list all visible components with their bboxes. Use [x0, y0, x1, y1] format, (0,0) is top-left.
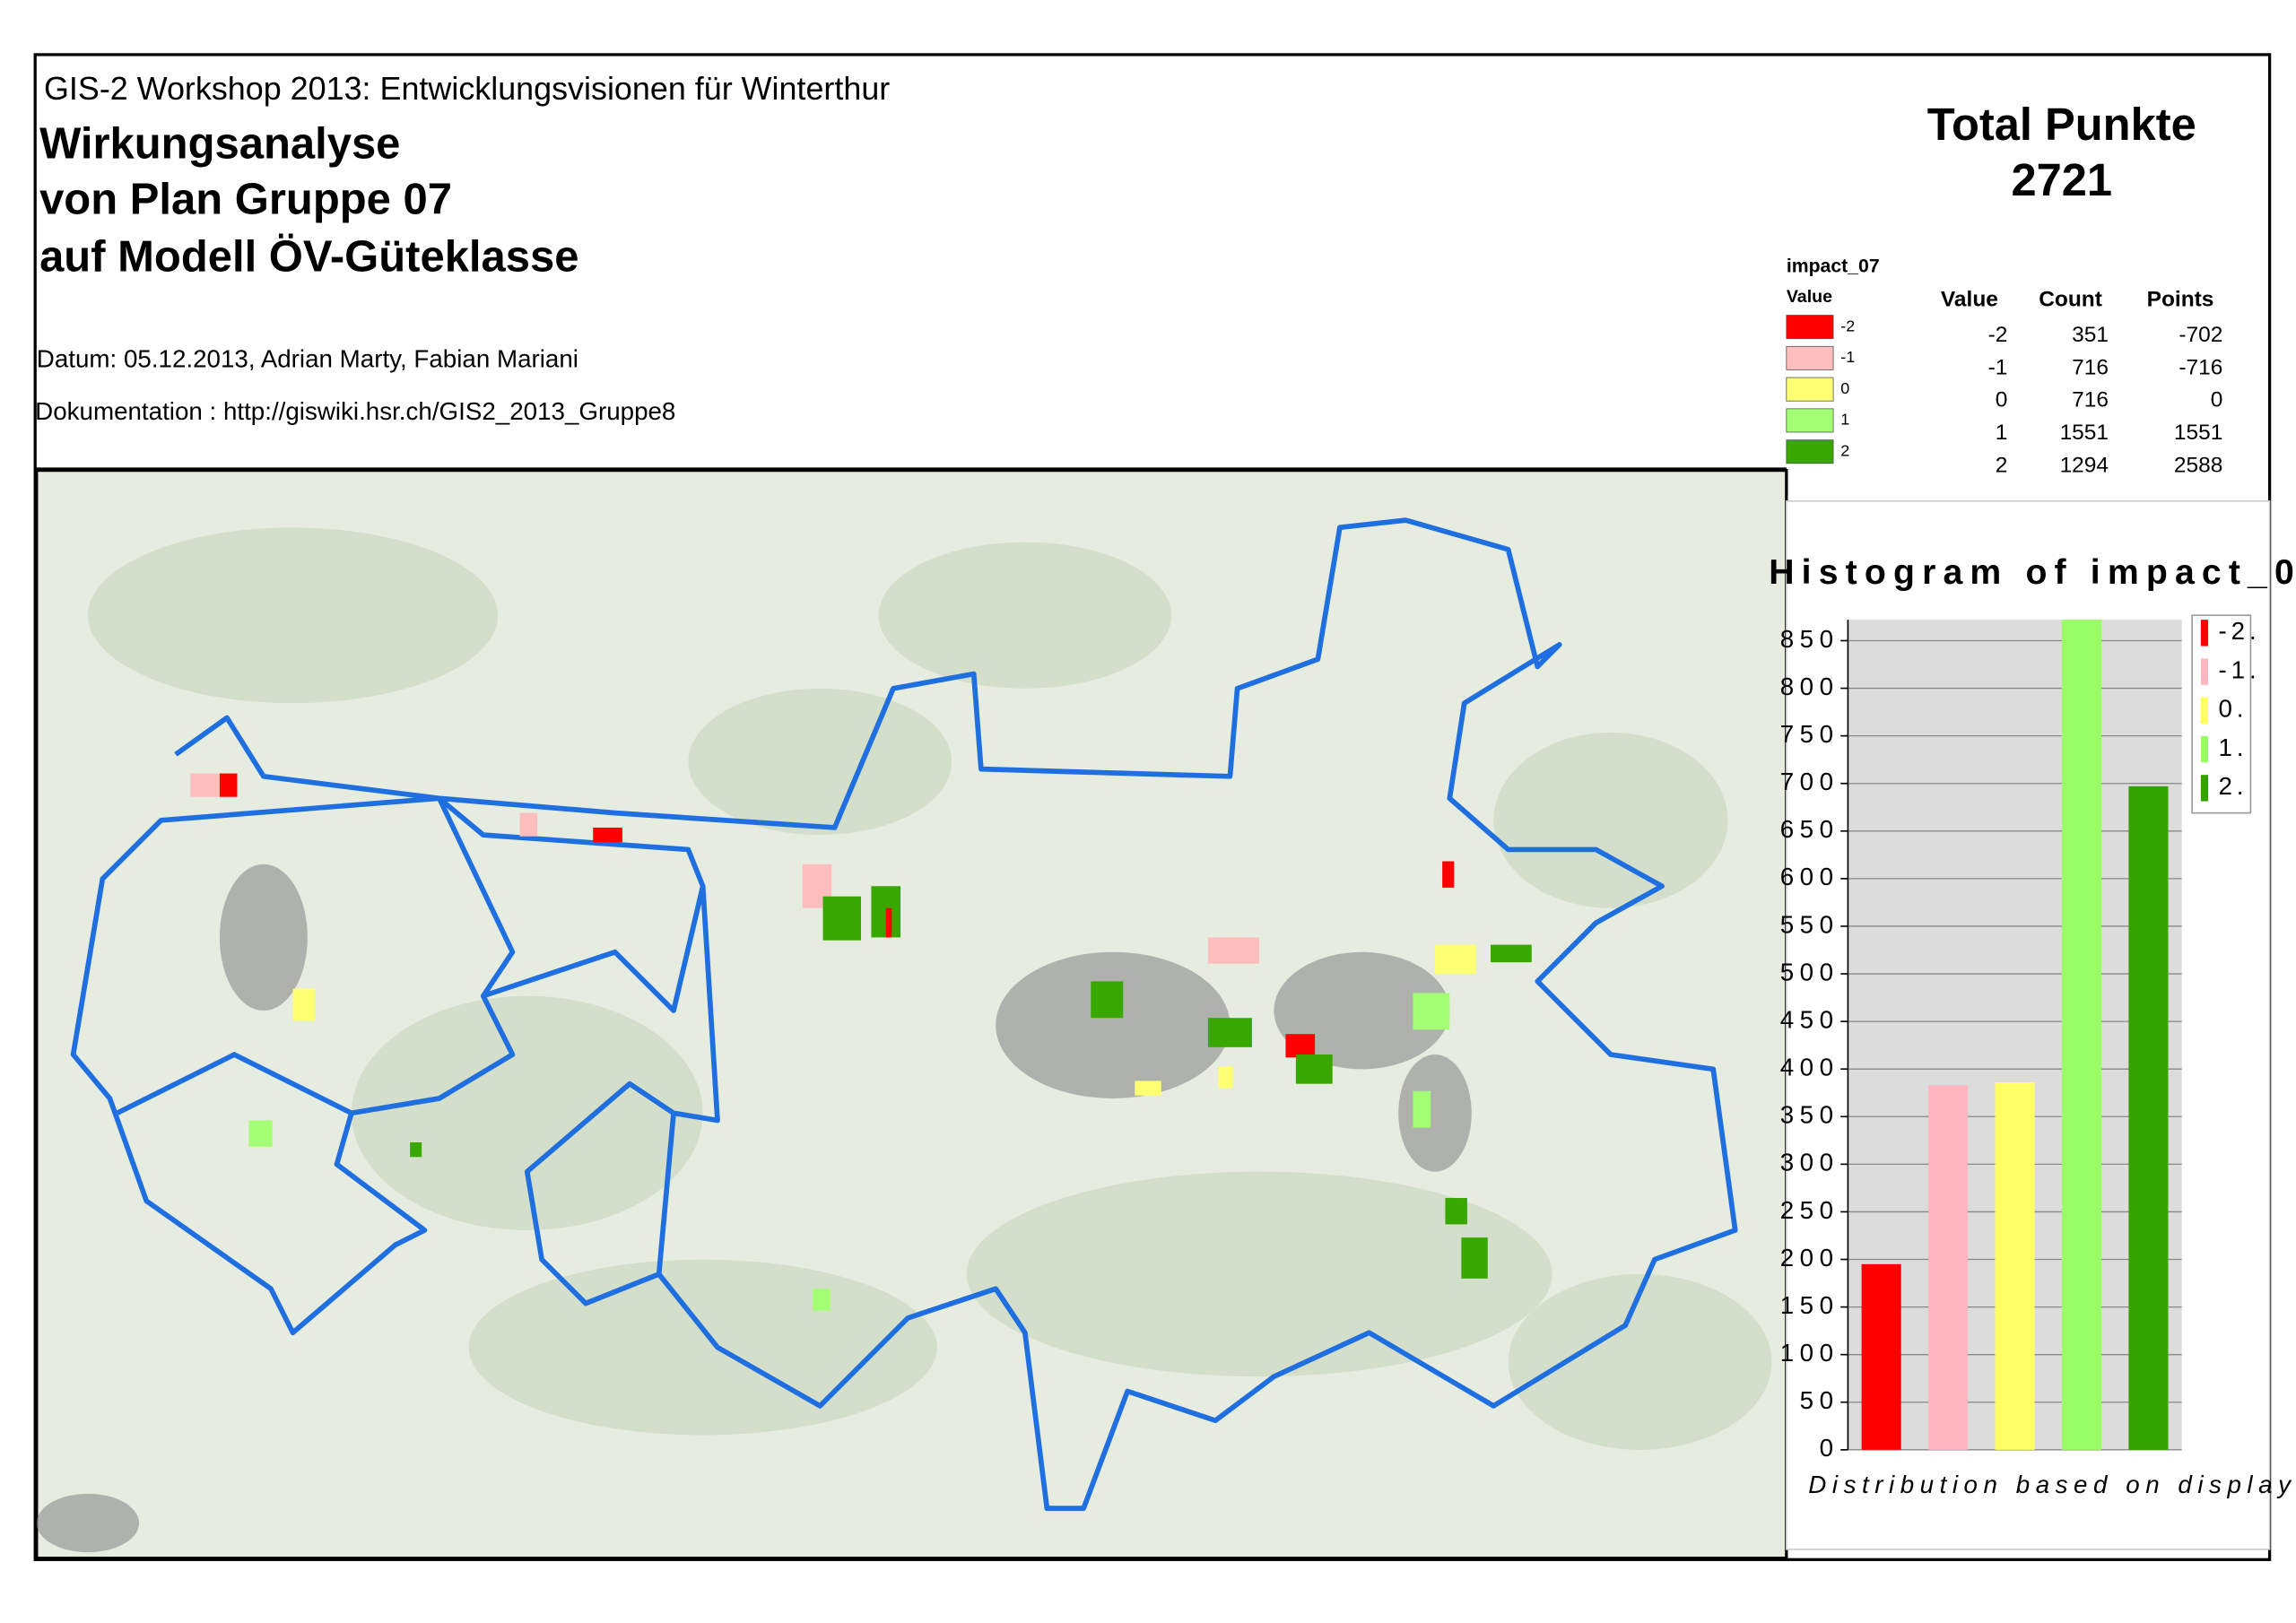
x-axis-label: Distribution based on display resolu	[1808, 1471, 2296, 1498]
bar	[2128, 785, 2169, 1450]
y-tick-label: 500	[1780, 958, 1839, 985]
bar	[1861, 1263, 1901, 1450]
legend-title: impact_07	[1787, 256, 1880, 276]
table-cell: 716	[2072, 388, 2109, 412]
total-value: 2721	[2011, 154, 2112, 205]
title-line: von Plan Gruppe 07	[39, 176, 452, 224]
table-cell: -2	[1988, 323, 2008, 347]
bar	[2061, 620, 2102, 1450]
y-tick-label: 450	[1780, 1005, 1839, 1033]
table-cell: 1	[1996, 421, 2008, 445]
y-tick-label: 850	[1780, 625, 1839, 653]
bar	[1995, 1082, 2035, 1450]
table-cell: 1294	[2060, 453, 2109, 477]
title-line: Wirkungsanalyse	[39, 120, 400, 169]
legend-swatch	[1786, 377, 1834, 402]
table-header: Count	[2039, 288, 2102, 312]
y-tick-label: 750	[1780, 720, 1839, 748]
y-tick-label: 100	[1780, 1339, 1839, 1367]
legend-label: -1	[1840, 348, 1855, 366]
table-cell: 716	[2072, 355, 2109, 379]
legend-swatch	[1786, 315, 1834, 340]
table-cell: 2588	[2174, 453, 2222, 477]
table-cell: 2	[1996, 453, 2008, 477]
chart-legend-swatch	[2200, 697, 2209, 725]
table-cell: -702	[2179, 323, 2222, 347]
settlements	[36, 864, 1472, 1553]
title-line: auf Modell ÖV-Güteklasse	[39, 232, 578, 281]
boundary	[70, 517, 1738, 1512]
y-tick-label: 550	[1780, 910, 1839, 938]
table-header: Value	[1941, 288, 1998, 312]
legend-label: -2	[1840, 317, 1855, 334]
chart-legend-label: 1.	[2218, 733, 2248, 761]
chart-legend-label: -2.	[2218, 617, 2260, 645]
table-cell: 1551	[2060, 421, 2109, 445]
legend-swatch	[1786, 439, 1834, 464]
table-cell: 1551	[2174, 421, 2222, 445]
y-tick-label: 150	[1780, 1291, 1839, 1319]
y-tick-label: 300	[1780, 1149, 1839, 1176]
legend-label: 2	[1840, 441, 1849, 459]
y-tick-label: 0	[1820, 1434, 1839, 1462]
legend-label: 1	[1840, 411, 1849, 429]
legend-label: 0	[1840, 379, 1849, 397]
y-tick-label: 400	[1780, 1054, 1839, 1081]
chart-legend-label: 0.	[2218, 695, 2248, 723]
table-cell: 0	[1996, 388, 2008, 412]
bar	[1928, 1085, 1969, 1450]
y-tick-label: 350	[1780, 1101, 1839, 1129]
y-tick-label: 200	[1780, 1244, 1839, 1271]
histogram-title: Histogram of impact_07: Fie	[1769, 553, 2296, 592]
forest-areas	[87, 527, 1772, 1450]
y-tick-label: 800	[1780, 673, 1839, 700]
total-label: Total Punkte	[1927, 99, 2196, 150]
date: Datum: 05.12.2013, Adrian Marty, Fabian …	[37, 344, 578, 372]
subtitle: GIS-2 Workshop 2013: Entwicklungsvisione…	[44, 70, 890, 107]
y-tick-label: 650	[1780, 815, 1839, 843]
chart-legend-label: -1.	[2218, 655, 2260, 683]
map	[35, 468, 1788, 1560]
legend-subtitle: Value	[1787, 287, 1832, 307]
legend-swatch	[1786, 345, 1834, 370]
table-cell: 351	[2072, 323, 2109, 347]
chart-legend-swatch	[2200, 775, 2209, 802]
y-tick-label: 600	[1780, 863, 1839, 890]
y-tick-label: 700	[1780, 768, 1839, 795]
chart-legend-swatch	[2200, 620, 2209, 647]
y-tick-label: 250	[1780, 1196, 1839, 1224]
impact-patches	[190, 773, 1532, 1311]
documentation: Dokumentation : http://giswiki.hsr.ch/GI…	[35, 397, 675, 425]
table-header: Points	[2147, 288, 2214, 312]
table-cell: 0	[2211, 388, 2223, 412]
chart-legend-label: 2.	[2218, 772, 2248, 800]
chart-legend-swatch	[2200, 658, 2209, 685]
y-tick-label: 50	[1800, 1386, 1839, 1414]
table-cell: -1	[1988, 355, 2008, 379]
header: GIS-2 Workshop 2013: Entwicklungsvisione…	[35, 70, 2196, 425]
chart-legend-swatch	[2200, 735, 2209, 763]
legend-swatch	[1786, 408, 1834, 433]
table-cell: -716	[2179, 355, 2222, 379]
